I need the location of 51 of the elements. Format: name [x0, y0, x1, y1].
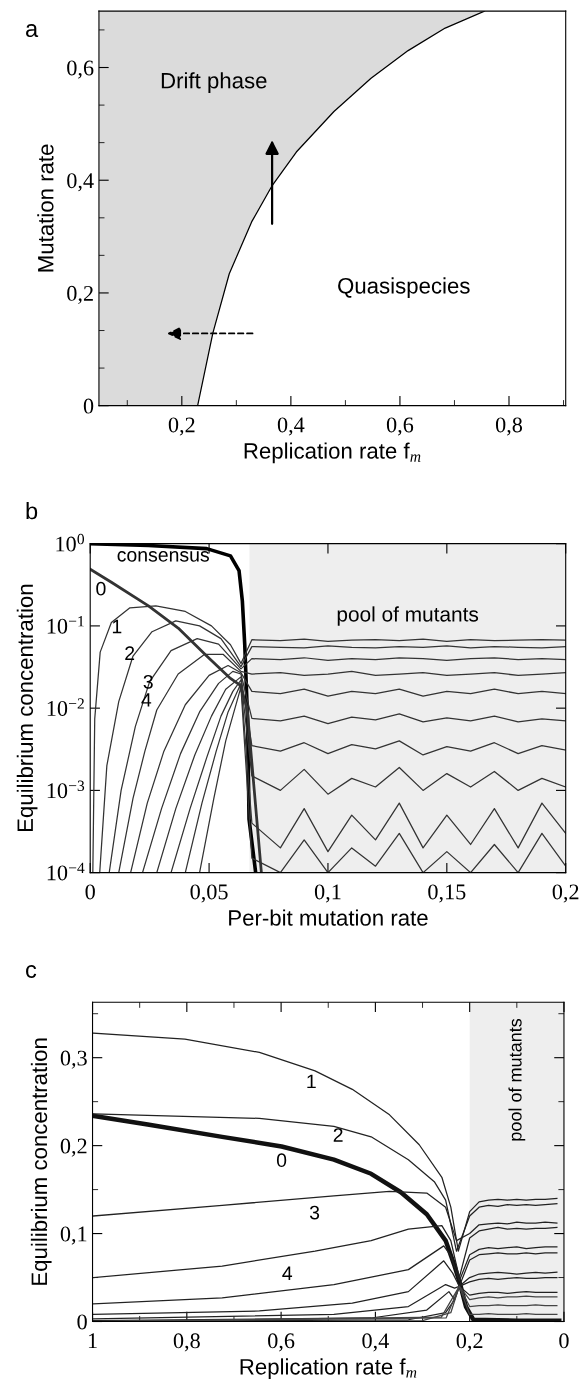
- annotation: 3: [143, 674, 153, 689]
- y-tick-label: 0,4: [67, 173, 94, 192]
- annotation: 1: [112, 619, 122, 634]
- y-axis-title: Mutation rate: [37, 144, 54, 272]
- y-tick-label: 0,6: [67, 60, 94, 79]
- annotation: 0: [96, 581, 106, 596]
- y-tick-label: 10$^{−1}$: [47, 616, 84, 634]
- annotation: 4: [141, 693, 152, 707]
- annotation: 4: [282, 1266, 293, 1280]
- annotation: 2: [333, 1128, 343, 1142]
- annotation: Quasispecies: [338, 277, 470, 299]
- x-tick-label: 0,8: [495, 417, 523, 436]
- x-tick-label: 0,2: [168, 417, 195, 436]
- y-axis-title: Equilibrium concentration: [16, 584, 38, 832]
- band-label: pool of mutants: [337, 606, 479, 626]
- y-tick-label: 0: [77, 1314, 87, 1330]
- y-tick-label: 10$^{0}$: [56, 533, 85, 552]
- chart-title: b: [26, 501, 38, 520]
- annotation: 3: [309, 1205, 320, 1220]
- x-tick-label: 0: [559, 1333, 569, 1349]
- annotation: Drift phase: [161, 72, 267, 93]
- x-tick-label: 0,6: [268, 1333, 295, 1352]
- y-tick-label: 10$^{−3}$: [47, 780, 85, 799]
- y-tick-label: 0,2: [67, 285, 93, 305]
- chart-title: c: [26, 965, 37, 978]
- x-axis-title: Replication rate f$_{m}$: [240, 1358, 417, 1380]
- band-label: pool of mutants: [508, 1018, 526, 1141]
- x-tick-label: 0,1: [314, 884, 341, 903]
- annotation: 0: [276, 1153, 287, 1168]
- annotation: 2: [125, 646, 135, 660]
- x-axis-title: Per-bit mutation rate: [229, 909, 428, 926]
- y-tick-label: 0,3: [60, 1050, 87, 1069]
- x-tick-label: 1: [88, 1333, 97, 1349]
- y-tick-label: 0,2: [60, 1138, 87, 1157]
- x-tick-label: 0,15: [428, 884, 466, 903]
- x-tick-label: 0,8: [173, 1333, 200, 1352]
- x-tick-label: 0,2: [456, 1333, 483, 1352]
- x-tick-label: 0,4: [362, 1333, 389, 1352]
- y-tick-label: 10$^{−4}$: [47, 862, 85, 881]
- annotation: 1: [307, 1074, 316, 1089]
- y-tick-label: 0,1: [60, 1226, 87, 1245]
- x-axis-title: Replication rate f$_{m}$: [244, 442, 421, 464]
- x-tick-label: 0,2: [552, 884, 579, 903]
- x-tick-label: 0,05: [190, 884, 228, 903]
- x-tick-label: 0,6: [386, 417, 414, 436]
- annotation: consensus: [117, 551, 209, 562]
- chart-title: a: [26, 24, 39, 38]
- y-tick-label: 0: [83, 398, 94, 414]
- y-axis-title: Equilibrium concentration: [30, 1038, 52, 1285]
- y-tick-label: 10$^{−2}$: [47, 698, 84, 716]
- x-tick-label: 0,4: [277, 417, 305, 436]
